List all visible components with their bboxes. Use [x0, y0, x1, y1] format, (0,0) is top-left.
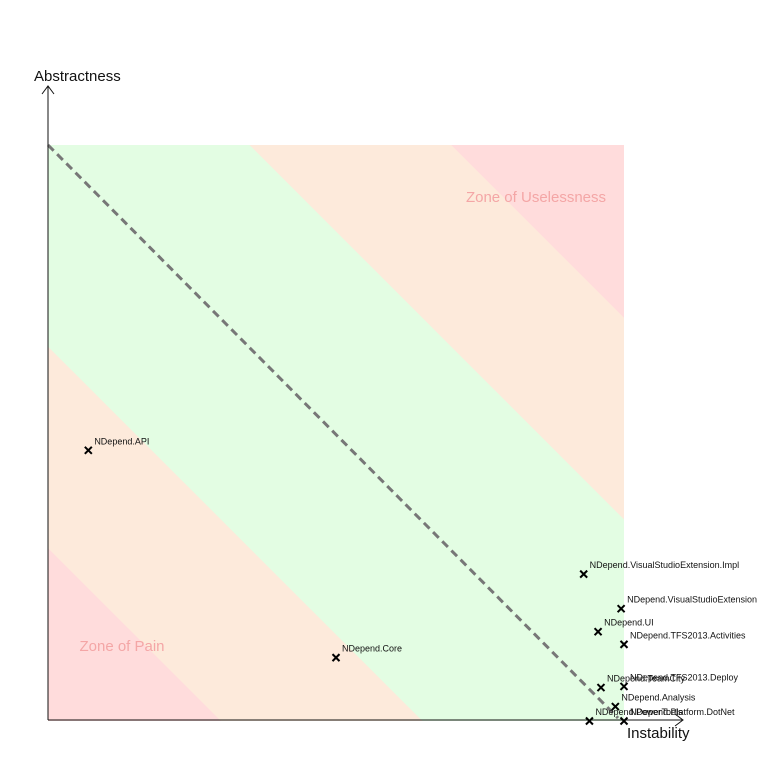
point-label: NDepend.Core [342, 644, 402, 654]
point-marker [585, 716, 594, 726]
y-axis-arrow [41, 85, 55, 95]
point-marker [619, 716, 629, 726]
band-danger-bottom [48, 548, 221, 721]
point-label: NDepend.Analysis [621, 693, 696, 703]
point-label: NDepend.TeamCity [607, 674, 686, 684]
x-axis-arrow [674, 713, 684, 727]
y-axis-title: Abstractness [34, 68, 121, 85]
zone-bands [48, 145, 624, 721]
point-label: NDepend.API [94, 436, 149, 446]
zone-label-pain: Zone of Pain [79, 638, 164, 655]
x-axis [48, 713, 684, 727]
point-label: NDepend.VisualStudioExtension.Impl [590, 560, 739, 570]
data-point: NDepend.UI [593, 618, 654, 636]
data-point: NDepend.TFS2013.Activities [619, 630, 746, 649]
point-label: NDepend.PowerTools [595, 707, 683, 717]
data-points: NDepend.API NDepend.Core NDepend.VisualStu… [84, 436, 757, 726]
y-axis [41, 85, 55, 720]
data-point: NDepend.Platform.DotNet [619, 707, 735, 726]
data-point: NDepend.Core [331, 644, 402, 662]
zone-label-uselessness: Zone of Uselessness [466, 189, 606, 206]
point-marker [84, 446, 93, 455]
data-point: NDepend.VisualStudioExtension.Impl [579, 560, 739, 579]
point-marker [593, 627, 603, 636]
point-label: NDepend.Platform.DotNet [630, 707, 735, 717]
point-marker [619, 640, 629, 649]
data-point: NDepend.PowerTools [585, 707, 683, 726]
point-label: NDepend.TFS2013.Activities [630, 630, 746, 640]
point-label: NDepend.VisualStudioExtension [627, 595, 757, 605]
point-marker [611, 702, 620, 711]
data-point: NDepend.TFS2013.Deploy [619, 672, 739, 691]
main-sequence-line [46, 143, 620, 720]
point-marker [596, 683, 606, 692]
x-axis-title: Instability [627, 725, 690, 742]
point-label: NDepend.TFS2013.Deploy [630, 672, 739, 682]
point-marker [331, 653, 341, 662]
data-point: NDepend.TeamCity [596, 674, 686, 692]
data-point: NDepend.Analysis [611, 693, 696, 711]
point-marker [619, 682, 629, 691]
point-marker [616, 604, 626, 613]
point-marker [579, 569, 588, 579]
point-label: NDepend.UI [604, 618, 654, 628]
data-point: NDepend.API [84, 436, 149, 455]
data-point: NDepend.VisualStudioExtension [616, 595, 757, 613]
